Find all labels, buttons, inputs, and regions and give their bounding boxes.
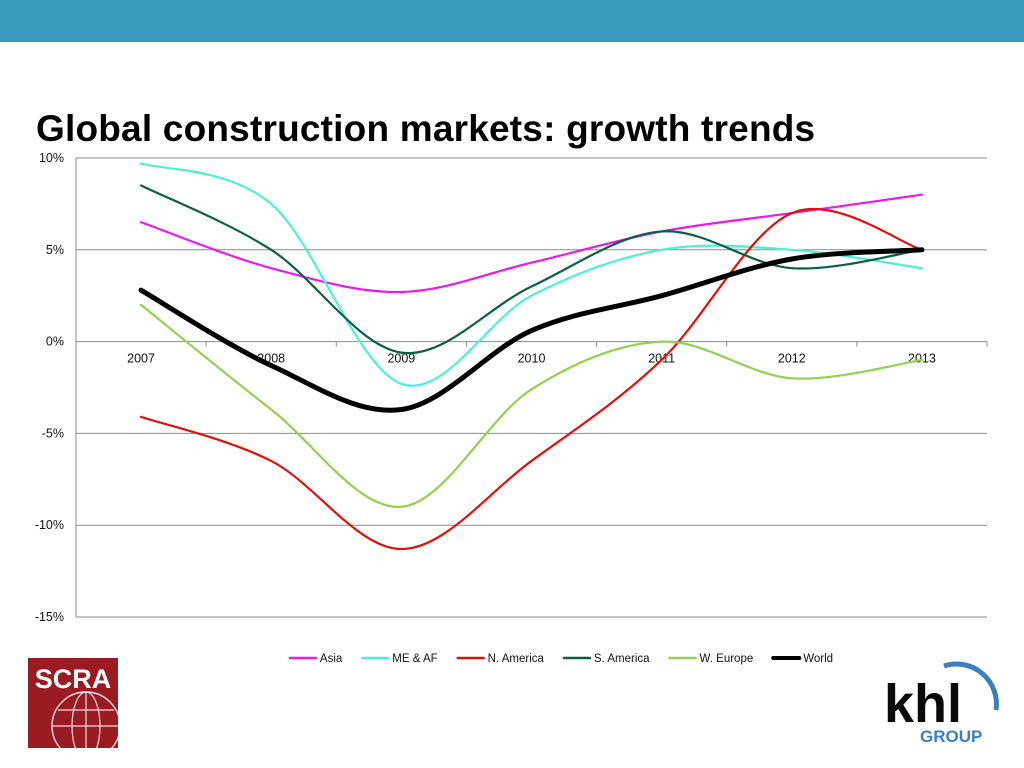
series-line-world — [138, 247, 925, 413]
scra-logo: SCRA — [28, 658, 118, 748]
legend-item: W. Europe — [668, 653, 754, 665]
x-tick-label: 2009 — [387, 352, 415, 366]
svg-text:GROUP: GROUP — [920, 727, 982, 746]
series-line-me-af — [139, 162, 924, 387]
y-tick-label: 5% — [46, 243, 64, 257]
legend-label: Asia — [320, 653, 343, 665]
legend-label: World — [803, 653, 833, 665]
svg-text:SCRA: SCRA — [35, 664, 112, 694]
series-line-w-europe — [139, 303, 924, 508]
y-tick-label: 0% — [46, 335, 64, 349]
x-tick-label: 2012 — [778, 352, 806, 366]
legend-item: N. America — [456, 653, 545, 665]
series-line-s-america — [139, 184, 924, 355]
legend-item: ME & AF — [361, 653, 438, 665]
x-tick-label: 2013 — [908, 352, 936, 366]
y-tick-label: -10% — [35, 518, 64, 532]
x-tick-label: 2010 — [518, 352, 546, 366]
chart-grid — [76, 157, 987, 618]
legend-item: World — [771, 653, 833, 665]
series-line-n-america — [139, 207, 924, 551]
legend-label: ME & AF — [392, 653, 437, 665]
y-tick-label: -5% — [42, 426, 64, 440]
chart-legend: Asia ME & AF N. America S. America W. Europe… — [288, 653, 833, 665]
khl-group-logo: khl GROUP — [884, 661, 999, 746]
svg-text:khl: khl — [884, 674, 962, 734]
legend-item: S. America — [562, 653, 650, 665]
x-tick-label: 2007 — [127, 352, 155, 366]
chart-series — [138, 162, 925, 551]
legend-label: N. America — [488, 653, 545, 665]
slide-title: Global construction markets: growth tren… — [36, 108, 816, 149]
legend-item: Asia — [288, 653, 343, 665]
header-bar — [0, 0, 1024, 42]
legend-label: S. America — [594, 653, 650, 665]
y-tick-label: -15% — [35, 610, 64, 624]
y-tick-label: 10% — [39, 151, 64, 165]
chart-axes: 10%5%0%-5%-10%-15%2007 2008 2009 2010 2011 20… — [35, 151, 988, 624]
legend-label: W. Europe — [700, 653, 754, 665]
